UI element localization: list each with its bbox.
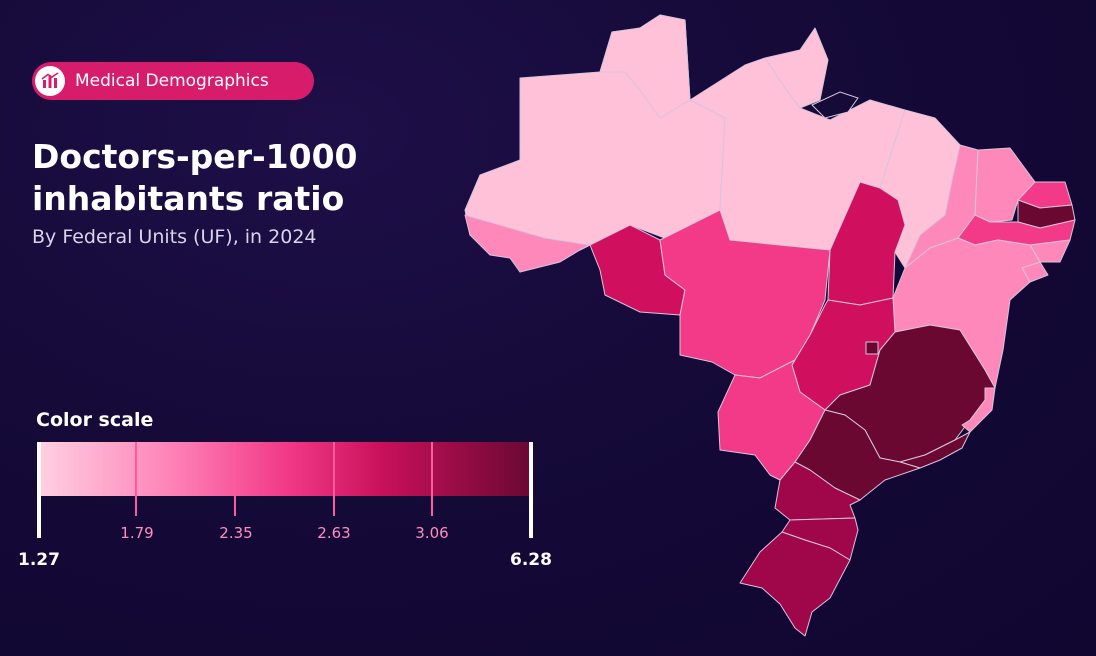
state-rs[interactable] xyxy=(739,531,851,637)
page-subtitle: By Federal Units (UF), in 2024 xyxy=(32,226,317,248)
state-rr[interactable] xyxy=(599,14,691,119)
scale-tick xyxy=(135,442,137,516)
color-scale-bar xyxy=(39,442,531,496)
state-rj[interactable] xyxy=(899,431,971,469)
state-es[interactable] xyxy=(961,387,996,433)
scale-tick xyxy=(333,442,335,516)
scale-tick-label: 3.06 xyxy=(415,524,449,542)
marajo-bay xyxy=(811,91,859,119)
state-df[interactable] xyxy=(865,341,879,355)
scale-tick xyxy=(234,442,236,516)
state-ac[interactable] xyxy=(464,214,591,273)
scale-tick-label: 2.63 xyxy=(317,524,351,542)
scale-max-label: 6.28 xyxy=(510,550,552,570)
badge-label: Medical Demographics xyxy=(75,71,269,91)
state-pr[interactable] xyxy=(774,461,861,521)
color-scale-title: Color scale xyxy=(36,409,154,431)
category-badge: Medical Demographics xyxy=(32,62,314,100)
bar-chart-icon xyxy=(35,66,65,96)
scale-tick-label: 1.79 xyxy=(120,524,154,542)
state-to[interactable] xyxy=(827,181,906,306)
scale-tick xyxy=(431,442,433,516)
scale-tick-label: 2.35 xyxy=(219,524,253,542)
page-title: Doctors-per-1000 inhabitants ratio xyxy=(32,137,358,218)
scale-tick-max xyxy=(529,442,533,538)
scale-tick-min xyxy=(37,442,41,538)
scale-min-label: 1.27 xyxy=(18,550,60,570)
